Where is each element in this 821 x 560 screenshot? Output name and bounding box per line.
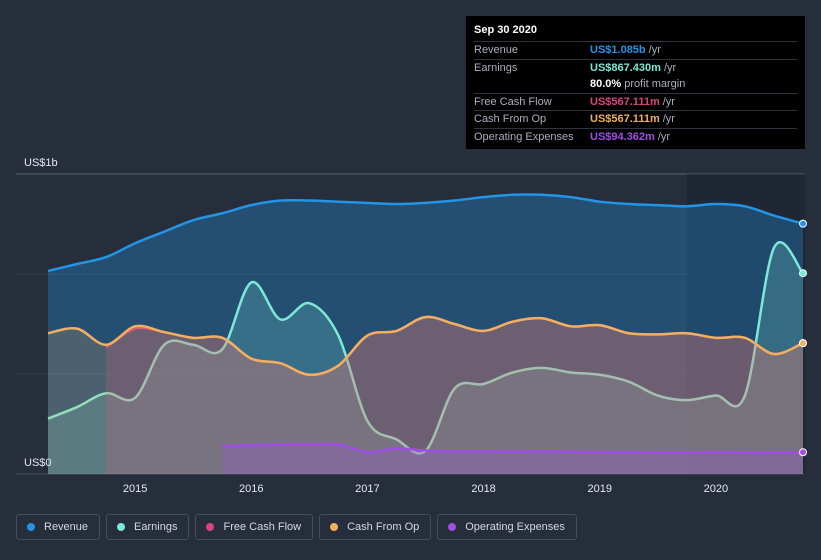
x-tick-label: 2017 [355,483,379,495]
tooltip-row-label: Free Cash Flow [474,95,552,108]
legend-item-label: Free Cash Flow [223,521,302,533]
y-axis-bottom-label: US$0 [24,457,52,469]
operating-expenses-line [222,442,804,454]
tooltip-row-label: Revenue [474,44,519,57]
legend-item-label: Cash From Op [347,521,420,533]
free-cash-flow-area [106,316,804,474]
legend-dot-icon [117,523,126,531]
cash-from-op-end-marker [799,339,807,348]
tooltip-row-unit: /yr [662,113,675,126]
y-axis-top-label: US$1b [24,157,58,169]
tooltip-row-unit: /yr [663,61,677,74]
chart-legend: Revenue Earnings Free Cash Flow Cash From O… [16,514,577,542]
tooltip-row-unit: /yr [657,130,671,143]
legend-dot-icon [206,523,215,531]
forecast-band [686,174,805,474]
tooltip-row-value: US$1.085b [590,44,646,57]
tooltip-row-unit: /yr [662,95,675,108]
x-tick-label: 2018 [471,483,495,495]
tooltip-row: 80.0% profit margin [474,76,797,93]
x-tick-label: 2016 [239,483,263,495]
tooltip-row-value: US$867.430m [590,61,661,74]
legend-item-label: Revenue [44,521,89,533]
x-axis-ticks: 2015 2016 2017 2018 2019 2020 [123,483,728,495]
series-layer [47,193,804,474]
tooltip-rows: Revenue US$1.085b/yr Earnings US$867.430m/y… [474,41,797,145]
tooltip-row-unit: profit margin [624,78,686,91]
x-tick-label: 2020 [704,483,728,495]
tooltip-row-value: US$567.111m [590,95,660,108]
tooltip-row-label: Operating Expenses [474,130,574,143]
tooltip-row-unit: /yr [648,44,661,57]
x-tick-label: 2015 [123,483,147,495]
tooltip-row: Revenue US$1.085b/yr [474,41,797,59]
legend-item-revenue[interactable]: Revenue [16,514,101,540]
legend-dot-icon [330,523,339,531]
earnings-area [48,242,803,474]
tooltip-row-value: 80.0% [590,78,622,91]
tooltip-row-label: Earnings [474,61,518,74]
cash-from-op-area [48,316,803,474]
operating-expenses-end-marker [799,448,807,457]
operating-expenses-area [222,443,803,474]
endpoint-markers [799,219,807,457]
legend-dot-icon [27,523,35,531]
cash-from-op-line [47,315,804,377]
revenue-area [48,194,803,474]
tooltip-row: Free Cash Flow US$567.111m/yr [474,92,797,111]
tooltip-row: Cash From Op US$567.111m/yr [474,110,797,128]
tooltip-row-label: Cash From Op [474,113,547,126]
tooltip-row-value: US$94.362m [590,130,655,143]
data-tooltip: Sep 30 2020 Revenue US$1.085b/yr Earnings U… [466,16,805,149]
tooltip-row: Operating Expenses US$94.362m/yr [474,127,797,146]
revenue-line [47,193,804,273]
chart-area: 2015 2016 2017 2018 2019 2020 US$1b US$0 [16,157,807,495]
revenue-end-marker [799,219,807,228]
tooltip-row: Earnings US$867.430m/yr [474,58,797,77]
earnings-end-marker [799,269,807,278]
tooltip-date: Sep 30 2020 [474,24,537,36]
legend-item-label: Earnings [134,521,178,533]
legend-item-free-cash-flow[interactable]: Free Cash Flow [195,514,314,540]
legend-item-cash-from-op[interactable]: Cash From Op [319,514,432,540]
earnings-line [47,241,804,455]
legend-dot-icon [448,523,457,531]
x-tick-label: 2019 [587,483,611,495]
legend-item-label: Operating Expenses [465,521,565,533]
legend-item-operating-expenses[interactable]: Operating Expenses [437,514,577,540]
legend-item-earnings[interactable]: Earnings [106,514,190,540]
tooltip-row-value: US$567.111m [590,113,660,126]
